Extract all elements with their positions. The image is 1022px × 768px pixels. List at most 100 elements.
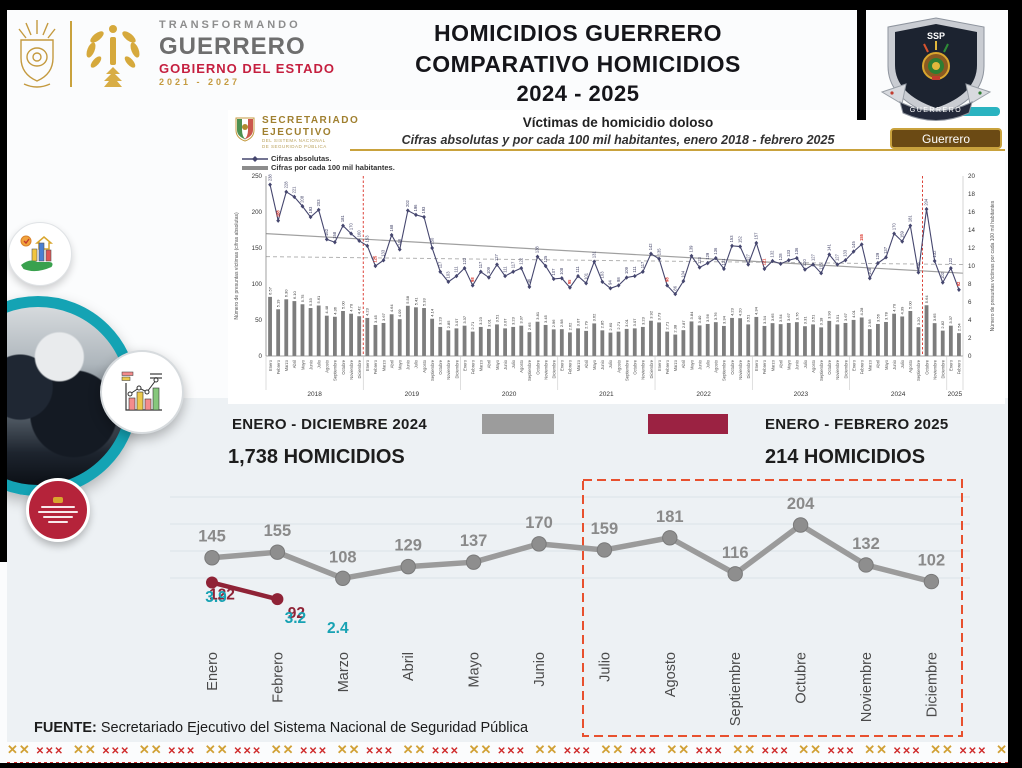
svg-text:142: 142 <box>648 243 653 251</box>
svg-text:4.48: 4.48 <box>324 305 329 314</box>
badge-emblem <box>922 41 950 80</box>
svg-text:121: 121 <box>721 258 726 266</box>
svg-text:109: 109 <box>486 266 491 274</box>
brand-period: 2021 - 2027 <box>159 77 241 88</box>
secretariado-logo-block: SECRETARIADO EJECUTIVO DEL SISTEMA NACIO… <box>234 115 359 149</box>
svg-text:0: 0 <box>968 353 972 360</box>
svg-text:4.70: 4.70 <box>892 303 897 312</box>
svg-text:158: 158 <box>332 231 337 239</box>
svg-text:2.4: 2.4 <box>327 620 349 637</box>
title-line-3: 2024 - 2025 <box>516 81 640 107</box>
svg-text:18: 18 <box>968 191 975 198</box>
svg-text:Julio: Julio <box>608 359 613 368</box>
svg-text:Febrero: Febrero <box>276 359 281 374</box>
svg-text:Marzo: Marzo <box>576 359 581 371</box>
svg-text:Agosto: Agosto <box>908 359 913 372</box>
svg-text:86: 86 <box>672 285 677 290</box>
chart-subtitle: Cifras absolutas y por cada 100 mil habi… <box>401 133 835 147</box>
svg-text:103: 103 <box>600 271 605 279</box>
letterbox-bottom <box>0 763 1022 768</box>
svg-text:193: 193 <box>308 206 313 214</box>
svg-text:196: 196 <box>413 204 418 212</box>
svg-text:117: 117 <box>510 261 515 268</box>
svg-text:132: 132 <box>770 250 775 258</box>
svg-text:3.18: 3.18 <box>819 317 824 326</box>
svg-text:4.20: 4.20 <box>738 308 743 317</box>
svg-text:Junio: Junio <box>532 652 548 687</box>
svg-text:14: 14 <box>968 227 975 234</box>
svg-text:127: 127 <box>494 254 499 262</box>
svg-text:127: 127 <box>810 254 815 262</box>
svg-text:3.01: 3.01 <box>486 318 491 327</box>
svg-text:2.79: 2.79 <box>584 320 589 329</box>
svg-text:5.41: 5.41 <box>413 297 418 306</box>
svg-text:3.01: 3.01 <box>624 318 629 327</box>
svg-text:202: 202 <box>405 200 410 208</box>
svg-text:3.45: 3.45 <box>543 314 548 323</box>
svg-text:Julio: Julio <box>316 359 321 368</box>
svg-text:Octubre: Octubre <box>535 359 540 374</box>
svg-text:2.98: 2.98 <box>867 319 872 328</box>
svg-text:Mayo: Mayo <box>689 359 694 370</box>
svg-text:Enero: Enero <box>462 359 467 371</box>
letterbox-right <box>1008 0 1022 768</box>
svg-text:4.36: 4.36 <box>332 306 337 315</box>
total-2024: 1,738 HOMICIDIOS <box>228 446 405 468</box>
svg-text:Octubre: Octubre <box>827 359 832 374</box>
svg-text:Enero: Enero <box>657 359 662 371</box>
svg-text:98: 98 <box>664 277 669 282</box>
svg-text:162: 162 <box>324 228 329 236</box>
region-button[interactable]: Guerrero <box>890 128 1002 149</box>
svg-text:Enero: Enero <box>268 359 273 371</box>
svg-text:4: 4 <box>968 317 972 324</box>
svg-text:Febrero: Febrero <box>373 359 378 374</box>
svg-text:2023: 2023 <box>794 391 809 398</box>
svg-text:3.65: 3.65 <box>770 313 775 322</box>
svg-text:92: 92 <box>288 605 305 622</box>
svg-text:3.65: 3.65 <box>932 313 937 322</box>
svg-text:3.67: 3.67 <box>843 312 848 321</box>
svg-text:Diciembre: Diciembre <box>357 359 362 378</box>
svg-text:137: 137 <box>883 246 888 254</box>
svg-text:204: 204 <box>787 495 815 513</box>
guerrero-coat-of-arms-icon <box>18 20 56 88</box>
svg-text:Febrero: Febrero <box>762 359 767 374</box>
legend-item-absolutas: Cifras absolutas. <box>242 154 395 163</box>
svg-text:Septiembre: Septiembre <box>430 359 435 381</box>
svg-text:2.62: 2.62 <box>567 322 572 331</box>
svg-text:102: 102 <box>940 272 945 280</box>
svg-text:Junio: Junio <box>503 359 508 370</box>
svg-text:159: 159 <box>899 230 904 238</box>
svg-text:117: 117 <box>437 261 442 268</box>
letterbox-badge-gap <box>857 0 866 120</box>
svg-text:2.71: 2.71 <box>665 321 670 330</box>
svg-text:2.60: 2.60 <box>608 322 613 331</box>
svg-text:Mayo: Mayo <box>884 359 889 370</box>
svg-text:3.07: 3.07 <box>575 318 580 327</box>
svg-text:Febrero: Febrero <box>568 359 573 374</box>
svg-text:Agosto: Agosto <box>714 359 719 372</box>
svg-text:104: 104 <box>681 270 686 278</box>
svg-text:12: 12 <box>968 245 975 252</box>
svg-text:108: 108 <box>867 267 872 275</box>
svg-text:3.73: 3.73 <box>656 312 661 321</box>
svg-text:2019: 2019 <box>405 391 420 398</box>
svg-text:Febrero: Febrero <box>957 359 962 374</box>
svg-text:3.23: 3.23 <box>511 316 516 325</box>
svg-text:95: 95 <box>567 279 572 284</box>
svg-text:Marzo: Marzo <box>770 359 775 371</box>
svg-text:108: 108 <box>329 548 357 566</box>
source-text: Secretariado Ejecutivo del Sistema Nacio… <box>96 720 529 736</box>
svg-text:3.23: 3.23 <box>438 316 443 325</box>
svg-text:109: 109 <box>624 266 629 274</box>
svg-text:Agosto: Agosto <box>811 359 816 372</box>
secretariado-text: SECRETARIADO EJECUTIVO DEL SISTEMA NACIO… <box>262 115 359 149</box>
svg-text:129: 129 <box>875 252 880 260</box>
svg-text:157: 157 <box>754 232 759 240</box>
svg-text:3.51: 3.51 <box>810 314 815 323</box>
svg-text:4.01: 4.01 <box>851 309 856 318</box>
total-2025: 214 HOMICIDIOS <box>765 446 926 468</box>
svg-text:120: 120 <box>802 259 807 267</box>
svg-text:Enero: Enero <box>754 359 759 371</box>
svg-text:3.78: 3.78 <box>883 311 888 320</box>
